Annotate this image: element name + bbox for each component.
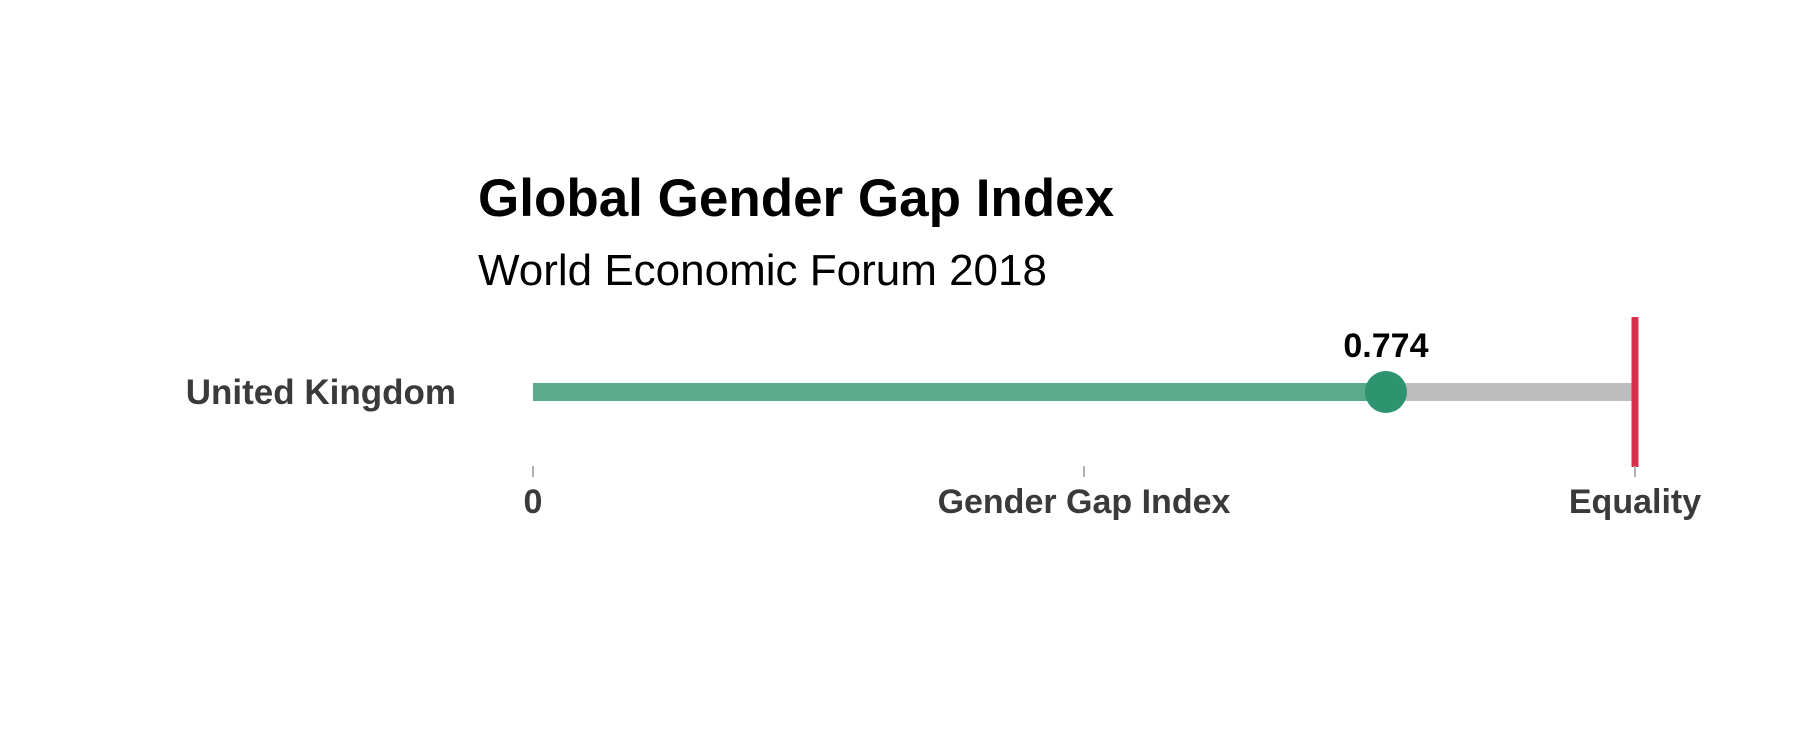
x-tick-label: Equality (1569, 483, 1701, 521)
x-tick-label: 0 (524, 483, 543, 521)
chart-title: Global Gender Gap Index (478, 169, 1115, 228)
x-tick-label: Gender Gap Index (938, 483, 1231, 521)
chart-rows: United Kingdom 0.774 (186, 317, 1639, 467)
x-axis: 0 Gender Gap Index Equality (524, 466, 1701, 521)
value-marker (1364, 371, 1407, 413)
chart-subtitle: World Economic Forum 2018 (478, 246, 1047, 295)
category-label: United Kingdom (186, 373, 456, 412)
value-label: 0.774 (1343, 327, 1428, 365)
bar-fill (533, 383, 1386, 401)
